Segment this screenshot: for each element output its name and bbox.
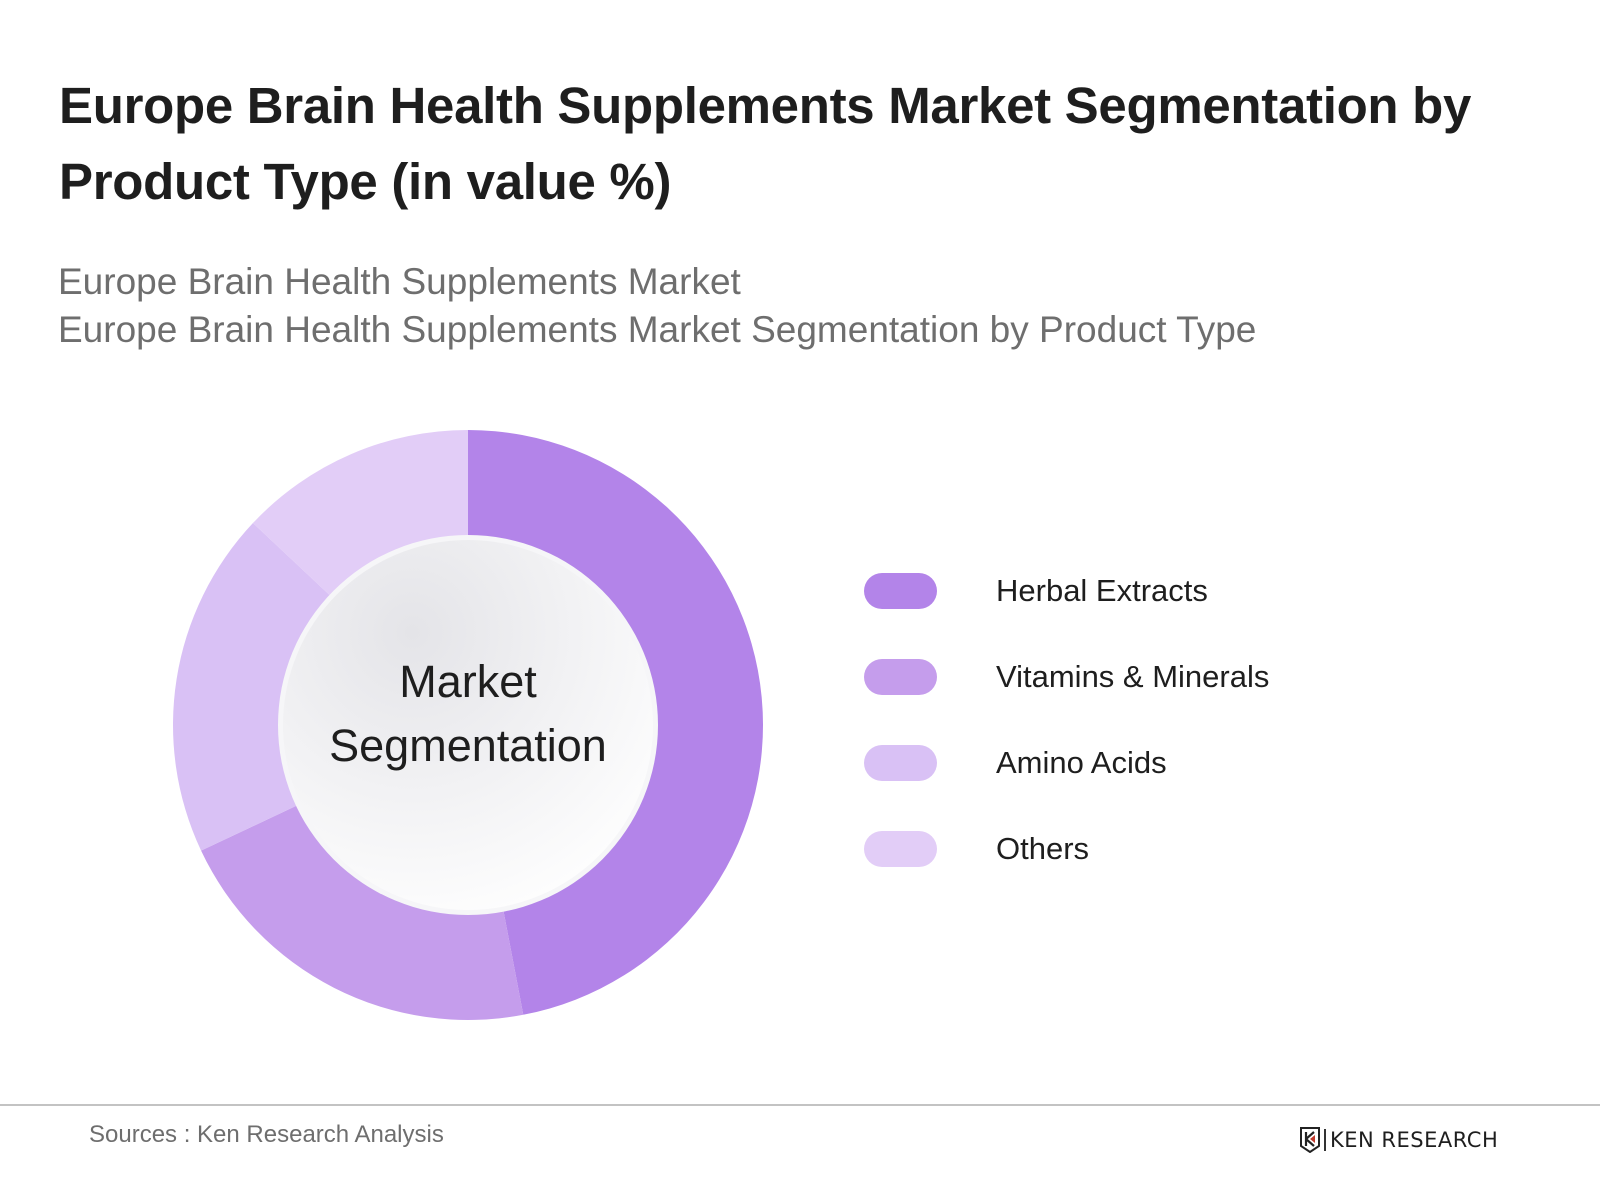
- center-label: Market Segmentation: [280, 650, 656, 778]
- legend-item-amino-acids: Amino Acids: [864, 745, 1269, 781]
- donut-slice-others: [252, 430, 468, 599]
- subtitle-line-1: Europe Brain Health Supplements Market: [58, 261, 741, 302]
- legend-item-others: Others: [864, 831, 1269, 867]
- center-disc: [283, 540, 653, 910]
- chart-subtitle: Europe Brain Health Supplements Market E…: [58, 258, 1256, 354]
- ken-research-logo: KEN RESEARCH: [1300, 1125, 1498, 1155]
- ken-logo-shield-icon: [1300, 1127, 1320, 1153]
- legend-swatch: [864, 573, 937, 609]
- legend-swatch: [864, 831, 937, 867]
- source-note: Sources : Ken Research Analysis: [89, 1121, 444, 1148]
- legend-label: Others: [996, 831, 1090, 866]
- chart-title: Europe Brain Health Supplements Market S…: [59, 77, 1472, 210]
- donut-slices: [173, 430, 763, 1020]
- logo-separator: [1324, 1129, 1326, 1151]
- legend-swatch: [864, 745, 937, 781]
- subtitle-line-2: Europe Brain Health Supplements Market S…: [58, 309, 1257, 350]
- footer-divider: [0, 1104, 1600, 1106]
- donut-slice-amino-acids: [173, 523, 334, 851]
- legend-label: Herbal Extracts: [996, 573, 1208, 608]
- legend-item-vitamins-minerals: Vitamins & Minerals: [864, 659, 1269, 695]
- center-label-line-2: Segmentation: [329, 720, 607, 771]
- center-label-line-1: Market: [399, 656, 537, 707]
- donut-slice-herbal-extracts: [468, 430, 763, 1015]
- legend-label: Vitamins & Minerals: [996, 659, 1270, 694]
- chart-area: Market Segmentation Herbal Extracts Vita…: [0, 400, 1600, 1060]
- legend: Herbal Extracts Vitamins & Minerals Amin…: [864, 573, 1269, 917]
- legend-swatch: [864, 659, 937, 695]
- donut-slice-vitamins-minerals: [201, 803, 524, 1020]
- legend-label: Amino Acids: [996, 745, 1167, 780]
- legend-item-herbal-extracts: Herbal Extracts: [864, 573, 1269, 609]
- logo-text: KEN RESEARCH: [1330, 1128, 1499, 1152]
- donut-chart: [173, 430, 763, 1020]
